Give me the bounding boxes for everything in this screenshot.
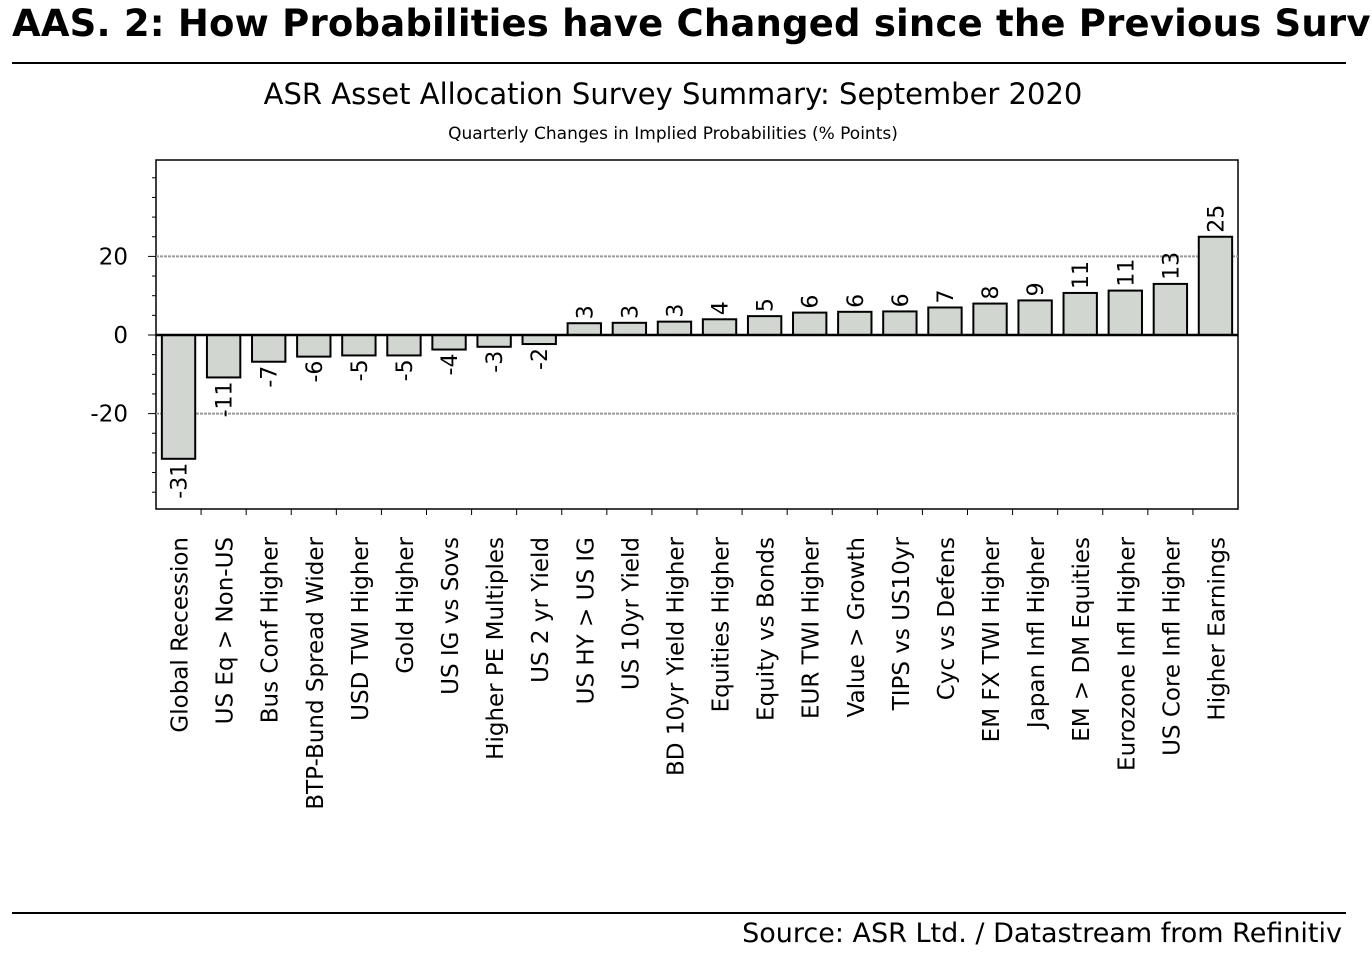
data-label: 11 bbox=[1114, 259, 1139, 287]
footer-rule bbox=[12, 912, 1346, 914]
category-label: Japan Infl Higher bbox=[1024, 536, 1050, 730]
category-label: Higher PE Multiples bbox=[483, 537, 509, 760]
bar bbox=[476, 334, 512, 348]
category-label: EM FX TWI Higher bbox=[979, 536, 1005, 742]
bar bbox=[341, 334, 377, 357]
data-label: 6 bbox=[889, 293, 914, 307]
data-label: 11 bbox=[1069, 261, 1094, 289]
bar bbox=[972, 302, 1008, 336]
data-label: -6 bbox=[303, 361, 328, 383]
category-label: US 2 yr Yield bbox=[528, 537, 554, 683]
category-label: Eurozone Infl Higher bbox=[1114, 536, 1140, 770]
bar bbox=[566, 322, 602, 336]
data-label: -5 bbox=[348, 359, 373, 381]
data-label: 7 bbox=[934, 289, 959, 303]
bar bbox=[160, 334, 197, 460]
y-tick-label: 0 bbox=[113, 323, 128, 349]
category-label: BTP-Bund Spread Wider bbox=[303, 536, 329, 809]
bar bbox=[792, 311, 828, 336]
category-label: Value > Growth bbox=[844, 537, 870, 717]
bar bbox=[611, 321, 648, 336]
category-label: US Core Infl Higher bbox=[1159, 536, 1185, 755]
data-label: -2 bbox=[528, 348, 553, 370]
category-label: TIPS vs US10yr bbox=[889, 536, 915, 711]
data-label: -3 bbox=[483, 351, 508, 373]
category-label: EM > DM Equities bbox=[1069, 537, 1095, 742]
data-label: 13 bbox=[1159, 252, 1184, 280]
category-label: Bus Conf Higher bbox=[258, 536, 284, 723]
bar bbox=[251, 334, 287, 363]
bar bbox=[205, 334, 242, 379]
page-title: AAS. 2: How Probabilities have Changed s… bbox=[12, 2, 1372, 45]
bar bbox=[296, 334, 332, 358]
category-label: EUR TWI Higher bbox=[799, 536, 825, 719]
category-label: Higher Earnings bbox=[1204, 537, 1230, 721]
category-label: USD TWI Higher bbox=[348, 536, 374, 720]
category-label: Gold Higher bbox=[393, 536, 419, 673]
category-label: US HY > US IG bbox=[573, 537, 599, 704]
data-label: -11 bbox=[213, 381, 238, 417]
y-tick-label: -20 bbox=[90, 402, 128, 428]
bar bbox=[386, 334, 422, 357]
bar bbox=[1197, 235, 1234, 336]
data-label: 3 bbox=[618, 305, 643, 319]
data-label: 8 bbox=[979, 286, 1004, 300]
data-label: 5 bbox=[754, 298, 779, 312]
data-label: 25 bbox=[1204, 205, 1229, 233]
chart-subtitle: Quarterly Changes in Implied Probabiliti… bbox=[448, 124, 898, 144]
bar bbox=[746, 315, 783, 336]
data-label: 9 bbox=[1024, 282, 1049, 296]
bar bbox=[431, 334, 467, 351]
bar bbox=[837, 310, 873, 336]
data-label: 6 bbox=[799, 295, 824, 309]
data-label: -4 bbox=[438, 354, 463, 376]
chart-title: ASR Asset Allocation Survey Summary: Sep… bbox=[263, 77, 1083, 111]
data-label: -31 bbox=[168, 463, 193, 499]
bar bbox=[701, 318, 738, 336]
bar bbox=[1017, 299, 1053, 336]
data-label: 3 bbox=[573, 305, 598, 319]
source-note: Source: ASR Ltd. / Datastream from Refin… bbox=[742, 918, 1342, 949]
category-label: US 10yr Yield bbox=[618, 537, 644, 690]
bar bbox=[1107, 289, 1143, 337]
category-label: Equity vs Bonds bbox=[754, 537, 780, 721]
bar bbox=[1062, 291, 1098, 337]
bar bbox=[656, 320, 693, 337]
data-label: -5 bbox=[393, 359, 418, 381]
y-tick-label: 20 bbox=[99, 244, 128, 270]
bar bbox=[521, 334, 557, 346]
bar bbox=[882, 310, 918, 337]
data-label: 3 bbox=[663, 304, 688, 318]
data-label: -7 bbox=[258, 366, 283, 388]
category-label: BD 10yr Yield Higher bbox=[663, 536, 689, 776]
bar bbox=[1152, 282, 1189, 337]
data-label: 4 bbox=[709, 301, 734, 315]
bar-chart: -20 0 20 -31 -11 -7 -6 -5 -5 -4 -3 -2 3 3 3 4 5 6 6 6 7 8 9 11 1… bbox=[90, 159, 1239, 810]
category-label: US IG vs Sovs bbox=[438, 537, 464, 695]
header-rule bbox=[12, 62, 1346, 64]
category-label: Cyc vs Defens bbox=[934, 537, 960, 700]
category-label: Equities Higher bbox=[709, 536, 735, 712]
category-label: US Eq > Non-US bbox=[213, 537, 239, 724]
bar bbox=[927, 306, 963, 336]
category-label: Global Recession bbox=[168, 537, 194, 733]
data-label: 6 bbox=[844, 294, 869, 308]
